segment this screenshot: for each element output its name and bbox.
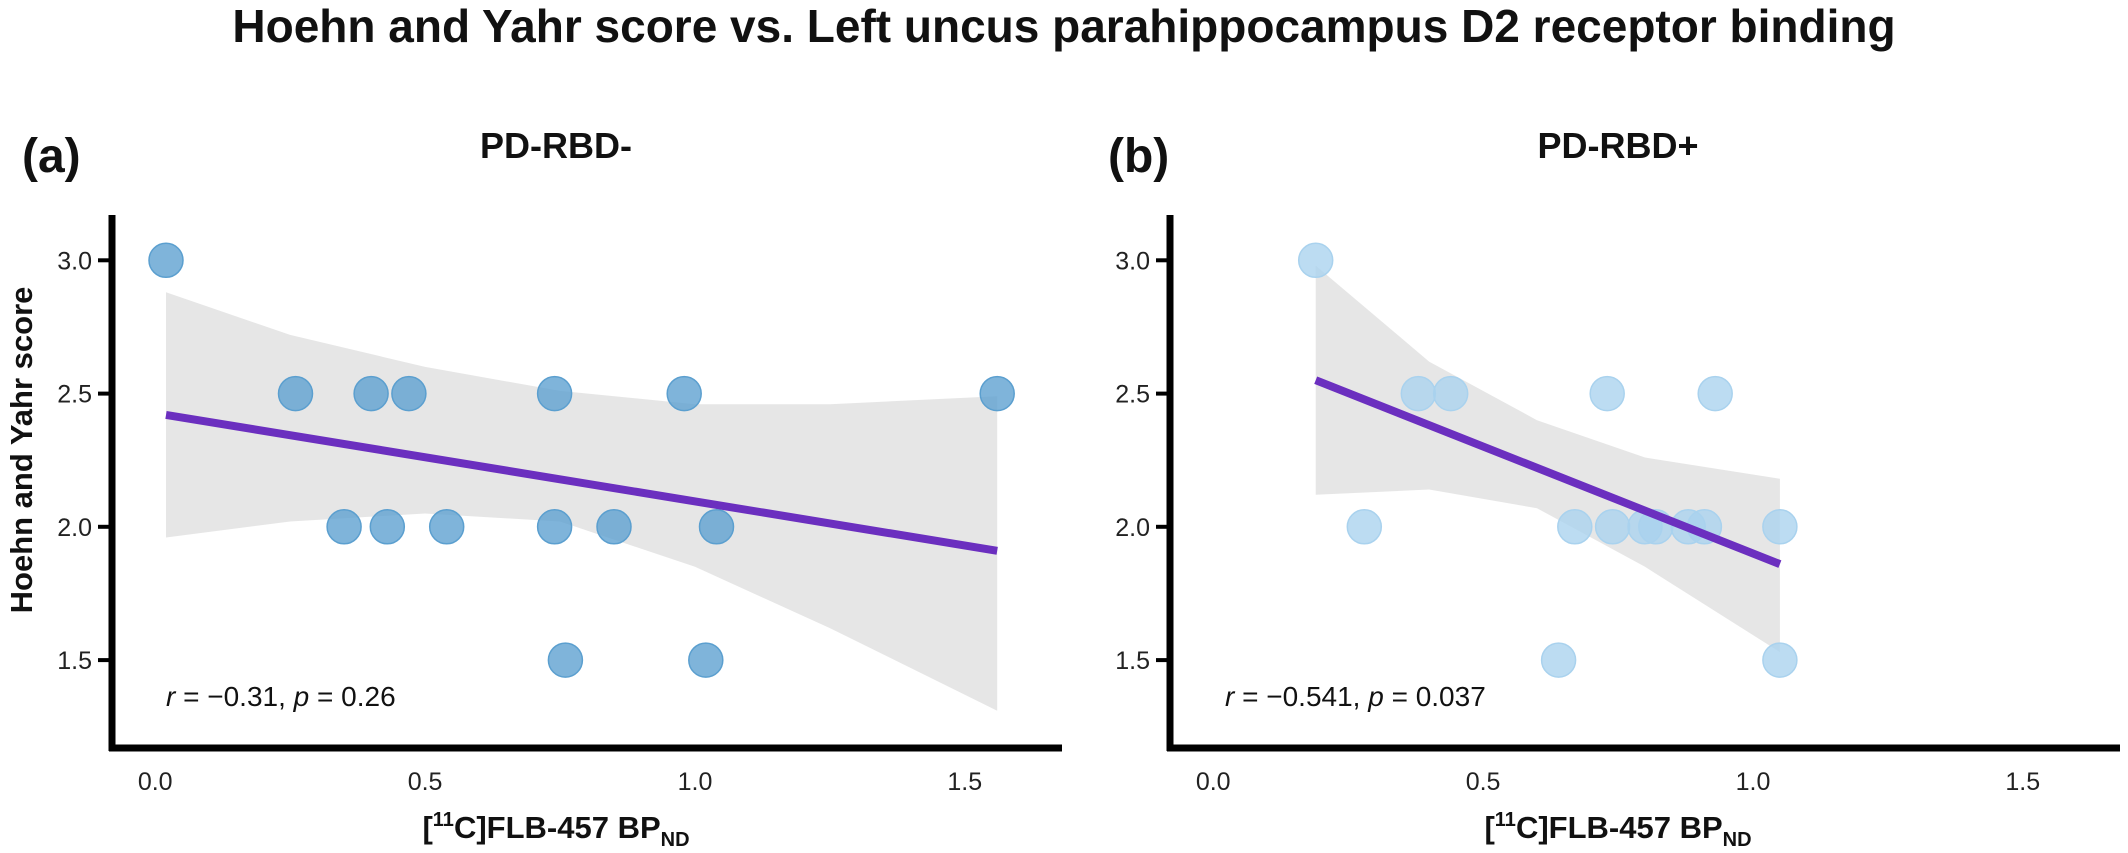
data-point: [1346, 509, 1383, 545]
p-value-a: = 0.26: [309, 681, 395, 712]
x-ticks-b: 0.0 0.5 1.0 1.5: [1196, 768, 2040, 796]
x-tick-label: 0.0: [138, 768, 173, 796]
y-tick-label: 2.5: [57, 381, 92, 409]
panel-b: (b) PD-RBD+ 0.0 0.5 1.0 1.5 1.5 2.0 2.5 3.0 [1…: [1108, 125, 2120, 851]
stat-b: r = −0.541, p = 0.037: [1225, 681, 1486, 712]
figure-title: Hoehn and Yahr score vs. Left uncus para…: [232, 0, 1895, 52]
x-tick-label: 0.5: [408, 768, 443, 796]
r-label-b: r: [1225, 681, 1236, 712]
data-point: [369, 509, 406, 545]
data-point: [1589, 375, 1625, 412]
y-ticks-b: 1.5 2.0 2.5 3.0: [1115, 247, 1170, 675]
xlabel-sub-b: ND: [1723, 829, 1752, 851]
panel-title-a: PD-RBD-: [480, 125, 632, 166]
points-b: [1297, 242, 1798, 678]
y-tick-label: 2.0: [1115, 514, 1150, 542]
r-label-a: r: [166, 681, 177, 712]
data-point: [1697, 375, 1733, 412]
xlabel-sup-a: 11: [433, 809, 454, 831]
y-tick-label: 1.5: [57, 647, 92, 675]
x-tick-label: 1.0: [678, 768, 713, 796]
xlabel-sup-b: 11: [1495, 809, 1516, 831]
data-point: [536, 509, 573, 545]
xlabel-main-a: [: [422, 810, 432, 845]
data-point: [1762, 509, 1798, 545]
ci-band-b: [1315, 265, 1780, 653]
x-tick-label: 0.0: [1196, 768, 1231, 796]
points-a: [148, 242, 1015, 678]
regression-b: [1314, 376, 1782, 568]
xlabel-mid-b: C]FLB-457 BP: [1516, 810, 1723, 845]
x-axis-label-b: [11C]FLB-457 BPND: [1484, 809, 1751, 851]
r-value-b: = −0.541,: [1234, 681, 1368, 712]
x-ticks-a: 0.0 0.5 1.0 1.5: [138, 768, 982, 796]
regression-a: [165, 410, 998, 555]
data-point: [1540, 642, 1577, 678]
ci-band-area-a: [166, 292, 998, 711]
xlabel-sub-a: ND: [661, 829, 690, 851]
y-tick-label: 2.5: [1115, 381, 1150, 409]
regression-line: [1314, 376, 1782, 568]
p-label-a: p: [293, 681, 310, 712]
xlabel-mid-a: C]FLB-457 BP: [454, 810, 661, 845]
y-tick-label: 2.0: [57, 514, 92, 542]
y-tick-label: 3.0: [1115, 247, 1150, 275]
stat-a: r = −0.31, p = 0.26: [166, 681, 396, 712]
data-point: [596, 509, 632, 545]
data-point: [536, 375, 573, 412]
data-point: [1432, 375, 1469, 412]
data-point: [698, 509, 735, 545]
data-point: [1400, 375, 1437, 412]
data-point: [666, 375, 702, 412]
x-tick-label: 1.0: [1736, 768, 1771, 796]
data-point: [979, 375, 1015, 412]
data-point: [391, 375, 427, 412]
panel-letter-a: (a): [22, 130, 81, 183]
x-tick-label: 0.5: [1466, 768, 1501, 796]
r-value-a: = −0.31,: [175, 681, 293, 712]
xlabel-main-b: [: [1484, 810, 1494, 845]
data-point: [1557, 509, 1593, 545]
panel-a: (a) PD-RBD- 0.0 0.5 1.0 1.5 1.5 2.0 2.5 3.0 [1…: [4, 125, 1062, 851]
data-point: [353, 375, 389, 412]
ci-band-a: [166, 292, 998, 711]
panel-letter-b: (b): [1108, 130, 1169, 183]
data-point: [326, 509, 362, 545]
panel-title-b: PD-RBD+: [1537, 125, 1698, 166]
p-value-b: = 0.037: [1384, 681, 1486, 712]
data-point: [547, 642, 584, 678]
x-tick-label: 1.5: [947, 768, 982, 796]
y-axis-label-a: Hoehn and Yahr score: [4, 287, 39, 614]
y-tick-label: 1.5: [1115, 647, 1150, 675]
p-label-b: p: [1367, 681, 1384, 712]
data-point: [1297, 242, 1334, 279]
x-axis-label-a: [11C]FLB-457 BPND: [422, 809, 689, 851]
y-ticks-a: 1.5 2.0 2.5 3.0: [57, 247, 112, 675]
ci-band-area-b: [1315, 265, 1780, 653]
data-point: [688, 642, 724, 678]
data-point: [277, 375, 314, 412]
data-point: [148, 242, 184, 279]
data-point: [1762, 642, 1798, 678]
data-point: [1594, 509, 1631, 545]
x-tick-label: 1.5: [2005, 768, 2040, 796]
y-tick-label: 3.0: [57, 247, 92, 275]
data-point: [428, 509, 465, 545]
regression-line: [165, 410, 998, 555]
